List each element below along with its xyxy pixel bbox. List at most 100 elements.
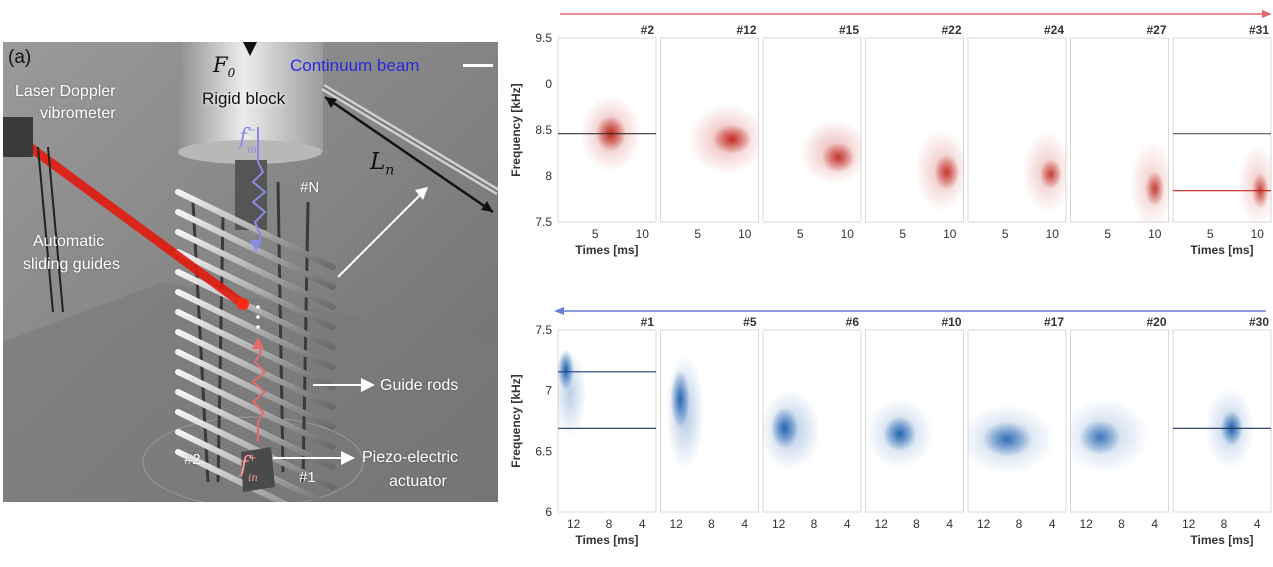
setup-illustration (3, 42, 498, 502)
x-tick-label: 5 (1002, 227, 1009, 241)
energy-blob (558, 350, 587, 438)
y-tick-label: 7.5 (535, 323, 552, 337)
guide-rod (175, 349, 336, 430)
x-axis-label: Times [ms] (1190, 243, 1253, 257)
guide-rod (175, 289, 336, 370)
energy-blob (968, 404, 1056, 475)
panel-label: #22 (941, 23, 961, 37)
x-tick-label: 10 (1251, 227, 1265, 241)
spectrogram-panel: #20 12 8 4 (1070, 315, 1169, 531)
piezo-label-2: actuator (389, 473, 447, 490)
spectrogram-panel: #12 5 10 (660, 23, 759, 241)
x-tick-label: 8 (1016, 517, 1023, 531)
energy-blob (688, 103, 759, 175)
spectrogram-row-1: Frequency [kHz] 9.5 0 8.5 8 7.5 #2 5 10 Times [ms… (509, 10, 1272, 257)
spectrogram-panel: #6 12 8 4 (762, 315, 862, 531)
energy-blob (800, 119, 861, 185)
y-tick-label: 7 (545, 384, 552, 398)
panel-label: (a) (8, 47, 32, 68)
x-tick-label: 10 (943, 227, 957, 241)
beam-1-label: #1 (299, 469, 316, 486)
energy-blob (1129, 141, 1169, 222)
guide-rod (175, 329, 336, 410)
direction-arrowhead (554, 307, 564, 315)
energy-blob (1238, 143, 1271, 222)
spectrogram-panel: #10 12 8 4 (865, 315, 964, 531)
length-arrow (324, 95, 494, 214)
y-tick-label: 8 (545, 169, 552, 183)
y-axis-label: Frequency [kHz] (509, 374, 523, 467)
y-tick-label: 6.5 (535, 444, 552, 458)
panel-label: #27 (1146, 23, 1166, 37)
x-tick-label: 4 (844, 517, 851, 531)
x-tick-label: 4 (741, 517, 748, 531)
panel-label: #20 (1146, 315, 1166, 329)
x-tick-label: 8 (1221, 517, 1228, 531)
guide-rod (175, 389, 336, 470)
spectrogram-panel: #22 5 10 (865, 23, 964, 241)
f-in-minus-label: f − in (239, 125, 257, 157)
energy-blob (1070, 397, 1149, 474)
x-tick-label: 4 (1049, 517, 1056, 531)
x-tick-label: 12 (670, 517, 684, 531)
guide-rod (175, 189, 336, 270)
x-tick-label: 10 (738, 227, 752, 241)
spectrogram-panel: #5 12 8 4 (660, 315, 759, 531)
spectrogram-panel: #31 5 10 Times [ms] (1172, 23, 1272, 257)
x-tick-label: 12 (772, 517, 786, 531)
x-tick-label: 10 (1046, 227, 1060, 241)
spectrogram-panel: #24 5 10 (967, 23, 1067, 241)
x-axis-label: Times [ms] (1190, 533, 1253, 547)
x-tick-label: 12 (977, 517, 991, 531)
guide-rod (175, 309, 336, 390)
panel-label: #2 (641, 23, 655, 37)
panel-label: #12 (736, 23, 756, 37)
length-label: Ln (370, 149, 395, 179)
sliding-guides-label-1: Automatic (33, 233, 105, 250)
x-tick-label: 5 (1104, 227, 1111, 241)
guide-rod (175, 229, 336, 310)
y-tick-label: 8.5 (535, 123, 552, 137)
pointer-beam-n (337, 191, 424, 278)
x-tick-label: 8 (1118, 517, 1125, 531)
energy-blob (865, 398, 935, 469)
piezo-actuator-block (241, 447, 275, 492)
x-tick-label: 12 (875, 517, 889, 531)
x-tick-label: 8 (913, 517, 920, 531)
laser-doppler-label-2: vibrometer (40, 105, 116, 122)
x-tick-label: 10 (841, 227, 855, 241)
panel-label: #10 (941, 315, 961, 329)
x-tick-label: 12 (1080, 517, 1094, 531)
x-tick-label: 4 (1254, 517, 1261, 531)
panel-label: #6 (846, 315, 860, 329)
direction-arrowhead (1262, 10, 1272, 18)
guide-rod (175, 269, 336, 350)
guide-rods-label: Guide rods (380, 377, 459, 394)
x-tick-label: 4 (639, 517, 646, 531)
energy-blob (1022, 131, 1066, 214)
panel-label: #1 (641, 315, 655, 329)
rigid-block-label: Rigid block (202, 89, 286, 108)
force-label: F0 (213, 53, 236, 81)
x-tick-label: 10 (636, 227, 650, 241)
guide-rod (175, 249, 336, 330)
y-tick-label: 0 (545, 77, 552, 91)
y-tick-label: 7.5 (535, 215, 552, 229)
f-in-plus-label: f + in (240, 453, 258, 485)
x-axis-label: Times [ms] (575, 533, 638, 547)
y-tick-label: 6 (545, 505, 552, 519)
x-tick-label: 12 (567, 517, 581, 531)
x-tick-label: 12 (1182, 517, 1196, 531)
piezo-label-1: Piezo-electric (362, 449, 459, 466)
energy-blob (665, 353, 705, 471)
energy-blob (763, 389, 821, 471)
x-tick-label: 4 (946, 517, 953, 531)
spectrogram-panel: #17 12 8 4 (967, 315, 1067, 531)
x-tick-label: 8 (811, 517, 818, 531)
spectrogram-panel: #15 5 10 (762, 23, 862, 241)
beam-2-label: #2 (184, 451, 201, 468)
beam-n-label: #N (300, 179, 320, 196)
x-tick-label: 10 (1148, 227, 1162, 241)
